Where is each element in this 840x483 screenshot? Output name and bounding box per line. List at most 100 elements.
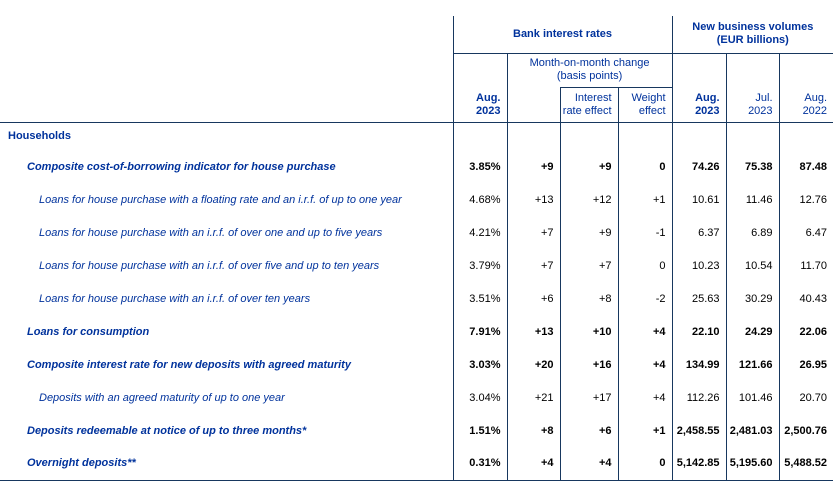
table-row: Loans for house purchase with an i.r.f. … (0, 282, 833, 315)
group-header-bank-interest-rates-label: Bank interest rates (513, 27, 613, 40)
mom-change-value: +13 (507, 315, 561, 348)
interest-rate-effect-value: +6 (560, 414, 619, 447)
column-header-vol-jul-2023: Jul. 2023 (726, 52, 780, 123)
row-label: Deposits with an agreed maturity of up t… (0, 381, 454, 414)
volume-aug-2023-value: 134.99 (672, 348, 727, 381)
column-header-weight-effect-line1: Weight (631, 91, 666, 104)
column-header-rate-aug-2023-line1: Aug. (476, 91, 501, 104)
column-header-vol-aug-2022-line2: 2022 (802, 104, 828, 117)
volume-aug-2023-value: 6.37 (672, 216, 727, 249)
rate-value: 0.31% (453, 447, 508, 481)
column-header-vol-aug-2023-line1: Aug. (695, 91, 720, 104)
column-header-vol-aug-2023: Aug. 2023 (671, 52, 727, 123)
rate-value: 3.85% (453, 150, 508, 183)
interest-rate-effect-value: +10 (560, 315, 619, 348)
weight-effect-value: +4 (618, 348, 673, 381)
row-label: Overnight deposits** (0, 447, 454, 481)
column-header-vol-aug-2022: Aug. 2022 (779, 52, 834, 123)
weight-effect-value: +4 (618, 381, 673, 414)
new-business-volumes-line1: New business volumes (692, 21, 814, 34)
rate-value: 7.91% (453, 315, 508, 348)
column-header-weight-effect-line2: effect (638, 104, 666, 117)
header-spacer (0, 16, 453, 53)
volume-aug-2022-value: 20.70 (799, 391, 828, 404)
group-header-bank-interest-rates: Bank interest rates (452, 16, 673, 53)
interest-rate-effect-value: +7 (560, 249, 619, 282)
volume-jul-2023-value: 6.89 (726, 216, 780, 249)
column-header-vol-jul-2023-line1: Jul. (755, 91, 773, 104)
weight-effect-value: 0 (618, 249, 673, 282)
volume-aug-2022-value: 40.43 (799, 292, 828, 305)
new-business-volumes-line2: (EUR billions) (716, 34, 789, 47)
rate-value: 4.68% (453, 183, 508, 216)
volume-aug-2023-value: 112.26 (672, 381, 727, 414)
mom-change-value: +8 (507, 414, 561, 447)
interest-rate-effect-value: +16 (560, 348, 619, 381)
rate-value: 3.51% (453, 282, 508, 315)
column-header-interest-rate-effect-line2: rate effect (562, 104, 612, 117)
empty-cell (618, 122, 673, 150)
volume-jul-2023-value: 101.46 (726, 381, 780, 414)
rate-value: 3.79% (453, 249, 508, 282)
row-label: Deposits redeemable at notice of up to t… (0, 414, 454, 447)
row-label: Loans for consumption (0, 315, 454, 348)
volume-aug-2023-value: 22.10 (672, 315, 727, 348)
interest-rate-effect-value: +4 (560, 447, 619, 481)
table-row: Composite cost-of-borrowing indicator fo… (0, 150, 833, 183)
weight-effect-value: -2 (618, 282, 673, 315)
weight-effect-value: -1 (618, 216, 673, 249)
mom-change-line1: Month-on-month change (529, 57, 650, 69)
volume-jul-2023-value: 11.46 (726, 183, 780, 216)
column-header-vol-aug-2023-line2: 2023 (695, 104, 720, 117)
table-row: Deposits redeemable at notice of up to t… (0, 414, 833, 447)
weight-effect-value: 0 (618, 150, 673, 183)
volume-jul-2023-value: 30.29 (726, 282, 780, 315)
group-header-new-business-volumes: New business volumes (EUR billions) (672, 16, 833, 53)
volume-aug-2023-value: 5,142.85 (672, 447, 727, 481)
column-header-rate-aug-2023: Aug. 2023 (452, 52, 508, 123)
weight-effect-value: +1 (618, 183, 673, 216)
row-label: Composite interest rate for new deposits… (0, 348, 454, 381)
volume-aug-2022-value: 11.70 (800, 259, 828, 272)
row-label: Composite cost-of-borrowing indicator fo… (0, 150, 454, 183)
table-row: Loans for house purchase with a floating… (0, 183, 833, 216)
header-spacer (0, 53, 453, 123)
empty-cell (779, 122, 833, 150)
volume-aug-2022-value: 5,488.52 (779, 447, 834, 481)
row-label: Loans for house purchase with a floating… (0, 183, 454, 216)
volume-aug-2022-value: 26.95 (799, 358, 828, 371)
mom-change-value: +21 (507, 381, 561, 414)
volume-jul-2023-value: 5,195.60 (726, 447, 780, 481)
mom-change-value: +7 (507, 249, 561, 282)
group-header-mom-change: Month-on-month change (basis points) (507, 52, 673, 87)
volume-jul-2023-value: 75.38 (726, 150, 780, 183)
interest-rate-effect-value: +17 (560, 381, 619, 414)
rate-value: 3.04% (453, 381, 508, 414)
empty-cell (560, 122, 619, 150)
table-row: Loans for consumption 7.91% +13 +10 +4 2… (0, 315, 833, 348)
volume-jul-2023-value: 10.54 (726, 249, 780, 282)
interest-rate-effect-value: +9 (560, 216, 619, 249)
mom-change-line2: (basis points) (556, 70, 623, 82)
interest-rates-table: Bank interest rates New business volumes… (0, 16, 834, 481)
weight-effect-value: +4 (618, 315, 673, 348)
interest-rate-effect-value: +8 (560, 282, 619, 315)
mom-change-value: +6 (507, 282, 561, 315)
volume-aug-2023-value: 10.61 (672, 183, 727, 216)
empty-cell (672, 122, 727, 150)
volume-aug-2022-value: 6.47 (805, 226, 828, 239)
table-row: Loans for house purchase with an i.r.f. … (0, 216, 833, 249)
mom-change-value: +4 (507, 447, 561, 481)
section-header-households: Households (0, 122, 454, 150)
volume-aug-2022-value: 22.06 (799, 325, 828, 338)
volume-aug-2022-value: 12.76 (799, 193, 828, 206)
volume-aug-2022-value: 2,500.76 (784, 424, 828, 437)
volume-aug-2023-value: 25.63 (672, 282, 727, 315)
column-header-vol-aug-2022-line1: Aug. (804, 91, 828, 104)
volume-jul-2023-value: 121.66 (726, 348, 780, 381)
section-row-households: Households (0, 122, 833, 150)
mom-change-value: +7 (507, 216, 561, 249)
row-label: Loans for house purchase with an i.r.f. … (0, 249, 454, 282)
empty-cell (507, 122, 561, 150)
rate-value: 3.03% (453, 348, 508, 381)
